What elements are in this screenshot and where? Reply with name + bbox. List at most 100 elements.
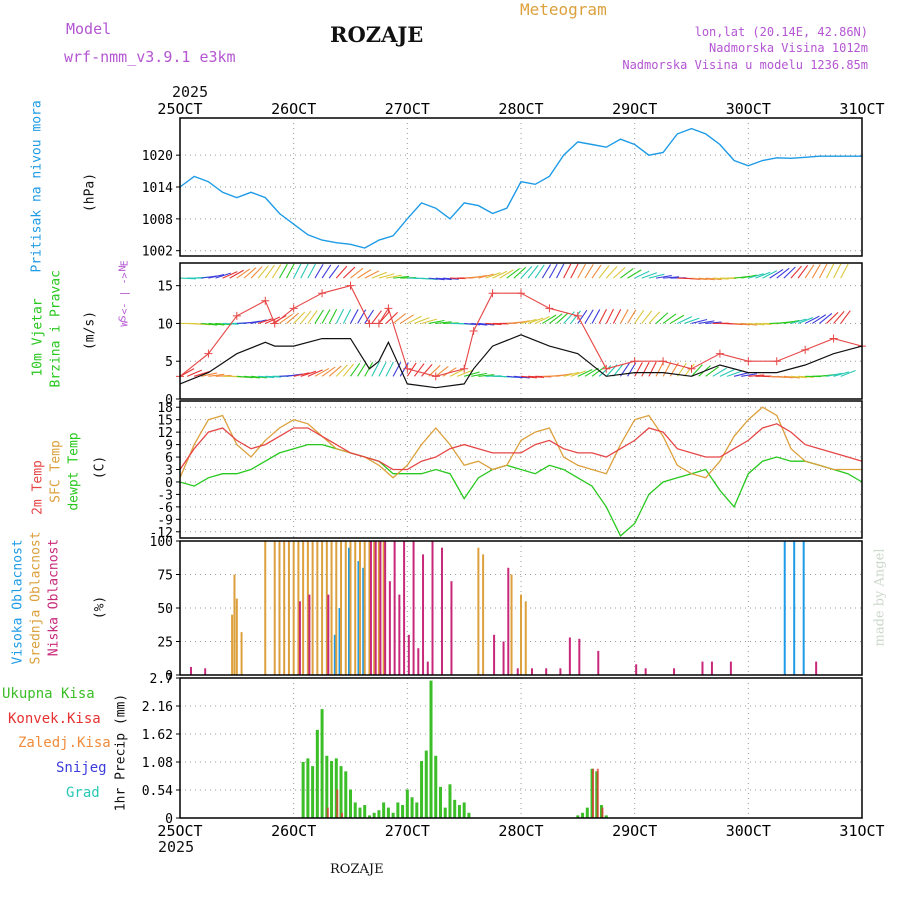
wind-arrow — [208, 322, 225, 326]
wind-arrow — [371, 361, 380, 377]
total-rain-bar — [325, 755, 329, 818]
wind-arrow — [513, 266, 527, 279]
wind-arrow — [705, 321, 722, 324]
y-tick-label: 1.08 — [142, 756, 173, 771]
wind-arrow — [641, 310, 653, 324]
wind-arrow — [357, 309, 367, 324]
mid-cloud-bar — [297, 541, 300, 675]
total-rain-bar — [320, 709, 324, 818]
wind-arrow — [215, 322, 232, 326]
mid-cloud-bar — [368, 541, 371, 675]
wind-arrow — [748, 374, 765, 377]
low-cloud-bar — [673, 668, 676, 675]
y-tick-label: 9 — [165, 439, 173, 454]
wind-arrow — [385, 274, 402, 279]
wind-gust-marker — [659, 357, 668, 366]
wind-gust-line — [179, 285, 863, 377]
wind-arrow — [229, 269, 244, 279]
low-cloud-bar — [815, 661, 818, 675]
convective-rain-bar — [592, 768, 595, 818]
mid-cloud-bar — [330, 541, 333, 675]
wind-arrow — [591, 309, 601, 324]
wind-gust-marker — [744, 357, 753, 366]
wind-arrow — [826, 372, 843, 377]
wind-arrow — [335, 308, 345, 324]
wind-arrow — [527, 317, 544, 324]
high-cloud-bar — [362, 567, 365, 675]
wind-gust-marker — [801, 345, 810, 354]
wind-arrow — [698, 277, 715, 281]
wind-arrow — [328, 309, 338, 324]
wind-arrow — [364, 309, 374, 324]
y-tick-label: 2.16 — [142, 700, 173, 715]
wind-arrow — [598, 308, 608, 324]
wind-arrow — [492, 270, 508, 279]
wind-arrow — [314, 367, 330, 377]
wind-arrow — [634, 309, 645, 324]
wind-arrow — [421, 318, 438, 324]
wind-arrow — [428, 277, 445, 281]
wind-arrow — [350, 362, 361, 377]
wind-arrow — [769, 268, 784, 279]
total-rain-bar — [429, 680, 433, 818]
convective-rain-bar — [341, 812, 344, 818]
mid-cloud-bar — [335, 541, 338, 675]
wind-arrow — [371, 310, 382, 324]
wind-arrow — [712, 367, 727, 377]
mid-cloud-bar — [349, 541, 352, 675]
wind-arrow — [734, 322, 751, 326]
wind-arrow — [357, 362, 367, 377]
wind-arrow — [762, 270, 778, 279]
total-rain-bar — [576, 815, 580, 818]
wind-arrow — [328, 365, 342, 377]
wind-gust-marker — [630, 357, 639, 366]
mid-cloud-bar — [344, 541, 347, 675]
low-cloud-bar — [450, 581, 453, 675]
wind-arrow — [641, 361, 650, 377]
y-tick-label: 1002 — [142, 245, 173, 260]
wind-arrow — [335, 265, 348, 279]
low-cloud-bar — [407, 634, 410, 675]
wind-gust-marker — [829, 334, 838, 343]
wind-arrow — [541, 264, 552, 279]
mid-cloud-bar — [292, 541, 295, 675]
mid-cloud-bar — [373, 541, 376, 675]
total-rain-bar — [367, 815, 371, 818]
wind-arrow — [464, 371, 480, 377]
year-bottom: 2025 — [158, 838, 195, 856]
high-cloud-bar — [783, 541, 786, 675]
wind-arrow — [534, 264, 545, 279]
wind-arrow — [726, 370, 743, 377]
wind-arrow — [804, 315, 820, 324]
wind-arrow — [819, 313, 833, 324]
wind-arrow — [314, 309, 324, 324]
wind-arrow — [378, 361, 387, 377]
wind-arrow — [804, 264, 815, 279]
y-tick-label: 15 — [157, 280, 173, 295]
low-cloud-bar — [398, 594, 401, 675]
wind-arrow — [833, 311, 845, 324]
wind-arrow — [584, 309, 594, 324]
wind-arrow — [201, 322, 218, 326]
wind-arrow — [307, 310, 318, 324]
wind-arrow — [534, 316, 550, 324]
wind-arrow — [783, 375, 800, 379]
total-rain-bar — [382, 802, 386, 818]
total-rain-bar — [330, 760, 334, 818]
wind-arrow — [435, 365, 449, 377]
wind-arrow — [286, 312, 300, 324]
mid-cloud-bar — [482, 554, 485, 675]
legend-total-rain: Ukupna Kisa — [2, 686, 95, 702]
y-tick-label: 0 — [165, 476, 173, 491]
y-tick-label: 18 — [157, 401, 173, 416]
wind-arrow — [350, 309, 359, 324]
low-cloud-bar — [403, 541, 406, 675]
wind-arrow — [293, 372, 310, 377]
wind-arrow — [556, 373, 573, 377]
wind-arrow — [698, 320, 715, 324]
mid-cloud-bar — [240, 632, 243, 675]
x-tick-label-bottom: 25OCT — [157, 822, 202, 840]
wind-arrow — [222, 271, 238, 279]
total-rain-bar — [372, 812, 376, 818]
wind-arrow — [520, 265, 533, 279]
